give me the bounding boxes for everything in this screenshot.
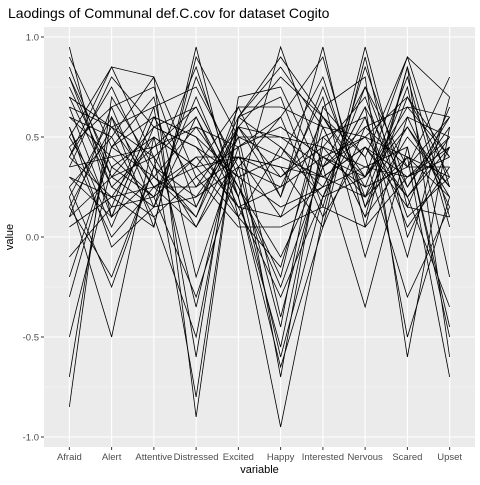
x-tick-label: Upset [437,452,462,463]
series-line [69,66,451,338]
series-line [69,56,451,398]
y-tick-label: 0.5 [26,133,39,144]
x-axis-title: variable [240,464,279,476]
x-tick-label: Happy [267,452,295,463]
x-tick-label: Alert [102,452,122,463]
x-tick-label: Excited [223,452,254,463]
series-line [68,76,451,358]
series-lines [68,45,451,428]
y-tick-label: 1.0 [26,33,39,44]
y-axis-title: value [4,224,16,250]
series-line [69,136,450,198]
chart-title: Laodings of Communal def.C.cov for datas… [8,5,330,21]
x-tick-label: Afraid [57,452,82,463]
series-line [68,116,450,298]
series-line [69,46,450,278]
x-tick-label: Distressed [174,452,219,463]
y-tick-label: -1.0 [23,433,39,444]
series-line [68,106,450,218]
x-tick-label: Nervous [347,452,383,463]
x-tick-label: Scared [392,452,422,463]
x-tick-label: Attentive [135,452,172,463]
y-axis: -1.0 -0.5 0.0 0.5 1.0 [23,33,44,444]
y-tick-label: -0.5 [23,333,39,344]
x-tick-label: Interested [302,452,344,463]
series-line [69,46,451,428]
y-tick-label: 0.0 [26,233,39,244]
x-axis: Afraid Alert Attentive Distressed Excited Hap… [57,447,462,463]
series-line [69,76,451,208]
